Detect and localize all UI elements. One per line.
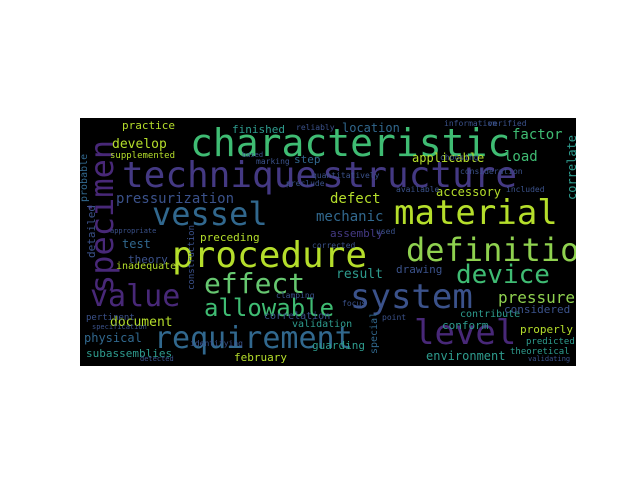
word-correlate: correlate <box>565 134 576 200</box>
word-theory: theory <box>128 253 168 266</box>
word-validating: validating <box>528 355 571 363</box>
word-test: test <box>122 237 151 251</box>
word-detailed: detailed <box>85 205 98 258</box>
word-effect: effect <box>204 267 306 300</box>
word-cloud: characteristic technique structure vesse… <box>80 118 576 366</box>
word-preceding: preceding <box>200 231 260 244</box>
word-marking: marking <box>256 157 290 166</box>
word-procedure: procedure <box>172 235 368 276</box>
word-quantitatively: quantitatively <box>312 171 380 180</box>
word-pressure: pressure <box>498 288 576 307</box>
word-correlation: correlation <box>264 311 331 322</box>
word-considered: considered <box>504 303 571 316</box>
word-construction: construction <box>187 224 197 290</box>
word-material: material <box>394 193 558 233</box>
word-predicted: predicted <box>526 337 575 347</box>
word-technique: technique <box>122 155 318 196</box>
word-applicable: applicable <box>412 151 485 165</box>
word-choosing: choosing <box>440 153 479 162</box>
word-appropriate: appropriate <box>110 227 157 235</box>
word-load: load <box>504 149 538 165</box>
word-document: document <box>110 315 173 330</box>
word-clamping: clamping <box>276 291 315 300</box>
word-supplemented: supplemented <box>110 151 176 161</box>
word-focus: focus <box>342 299 367 308</box>
word-defect: defect <box>330 191 381 207</box>
word-specification: specification <box>92 323 147 331</box>
word-consideration: consideration <box>460 167 523 176</box>
word-available: available <box>396 185 440 194</box>
word-based: based <box>242 151 264 159</box>
word-system: system <box>350 277 473 317</box>
word-finished: finished <box>232 123 285 136</box>
word-guarding: guarding <box>312 339 365 352</box>
word-point: point <box>382 313 407 322</box>
word-location: location <box>342 121 400 135</box>
word-probable: probable <box>80 153 90 202</box>
word-level: level <box>414 313 517 353</box>
word-validation: validation <box>292 319 353 330</box>
word-environment: environment <box>426 349 506 363</box>
word-mechanic: mechanic <box>316 209 384 225</box>
word-value: value <box>90 279 181 314</box>
word-information: information <box>444 119 497 128</box>
word-properly: properly <box>520 323 573 336</box>
word-subassemblies: subassemblies <box>86 347 173 360</box>
word-vessel: vessel <box>152 195 268 233</box>
word-contribute: contribute <box>460 309 521 320</box>
word-february: february <box>234 351 287 364</box>
word-reliably: reliably <box>296 123 335 132</box>
word-used: used <box>376 227 396 236</box>
word-pertinent: pertinent <box>86 313 135 323</box>
word-allowable: allowable <box>204 294 335 322</box>
word-detected: detected <box>140 355 174 363</box>
word-included: included <box>506 185 545 194</box>
word-develop: develop <box>112 137 167 152</box>
word-characteristic: characteristic <box>190 121 511 165</box>
word-identifying: identifying <box>190 339 243 348</box>
word-device: device <box>456 260 550 290</box>
word-step: step <box>294 153 321 166</box>
word-theoretical: theoretical <box>510 347 570 357</box>
word-corrected: corrected <box>312 241 356 250</box>
word-assembly: assembly <box>330 227 383 240</box>
word-drawing: drawing <box>396 263 443 276</box>
word-physical: physical <box>84 331 142 345</box>
word-requirement: requirement <box>154 321 353 356</box>
word-special: special <box>369 311 380 354</box>
word-result: result <box>336 267 383 282</box>
word-practice: practice <box>122 119 175 132</box>
word-accessory: accessory <box>436 185 502 199</box>
word-structure: structure <box>322 155 518 196</box>
word-conform: conform <box>442 319 489 332</box>
word-preclude: preclude <box>286 179 325 188</box>
word-factor: factor <box>512 127 563 143</box>
word-inadequate: inadequate <box>116 261 177 272</box>
word-pressurization: pressurization <box>116 191 235 207</box>
word-verified: verified <box>488 119 527 128</box>
word-definition: definition <box>406 231 576 269</box>
